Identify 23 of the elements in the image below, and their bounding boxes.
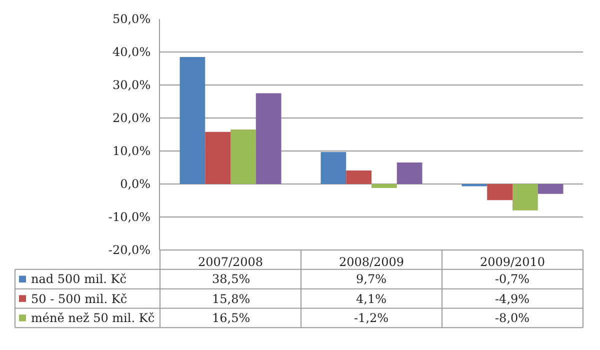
y-tick-label: 50,0% (112, 12, 151, 26)
y-tick-label: 10,0% (112, 144, 151, 158)
x-tick-label: 2008/2009 (338, 255, 404, 269)
data-label: 15,8% (212, 292, 250, 306)
legend-label: méně než 50 mil. Kč (31, 311, 155, 325)
data-label: -1,2% (354, 311, 389, 325)
data-label: 4,1% (356, 292, 386, 306)
y-tick-label: -10,0% (108, 210, 151, 224)
legend-label: 50 - 500 mil. Kč (31, 292, 128, 306)
data-label: -4,9% (495, 292, 530, 306)
data-label: -0,7% (495, 272, 530, 286)
y-tick-label: 0,0% (120, 177, 151, 192)
y-tick-label: -20,0% (108, 243, 151, 258)
data-label: -8,0% (495, 311, 530, 325)
x-tick-label: 2007/2008 (198, 255, 264, 269)
y-tick-label: 30,0% (112, 78, 151, 92)
y-tick-label: 20,0% (112, 111, 151, 126)
data-label: 16,5% (212, 311, 250, 325)
data-label: 9,7% (356, 272, 386, 286)
x-tick-label: 2009/2010 (480, 255, 546, 269)
y-tick-label: 40,0% (112, 45, 151, 60)
legend-label: nad 500 mil. Kč (31, 272, 127, 286)
data-label: 38,5% (212, 272, 250, 286)
